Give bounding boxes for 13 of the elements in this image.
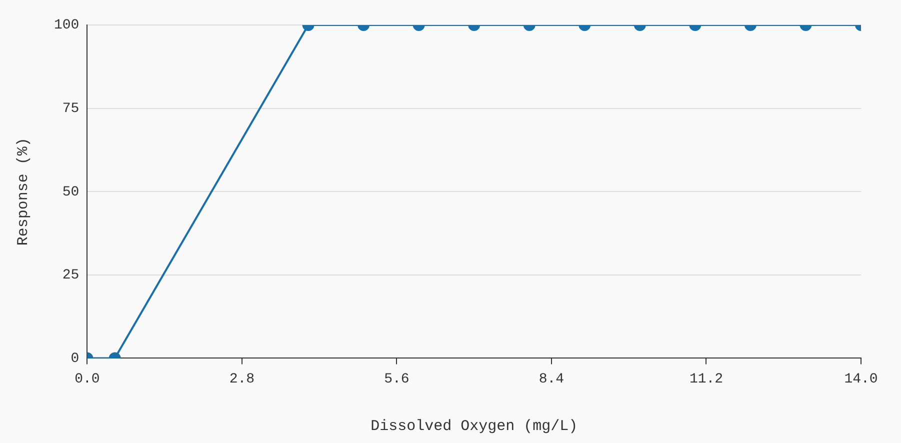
y-tick-label: 0 [70, 350, 80, 367]
x-tick-label: 5.6 [384, 371, 410, 388]
x-tick-label: 11.2 [689, 371, 724, 388]
x-tick-label: 14.0 [844, 371, 878, 388]
x-axis-title: Dissolved Oxygen (mg/L) [370, 418, 578, 435]
y-tick-label: 25 [62, 268, 80, 284]
y-tick-label: 50 [62, 184, 80, 200]
y-tick-label: 75 [62, 101, 80, 118]
x-tick-label: 0.0 [74, 371, 100, 388]
x-tick-label: 8.4 [538, 371, 564, 388]
y-tick-label: 100 [54, 18, 80, 34]
y-axis-title: Response (%) [14, 138, 32, 246]
x-tick-label: 2.8 [229, 371, 255, 388]
